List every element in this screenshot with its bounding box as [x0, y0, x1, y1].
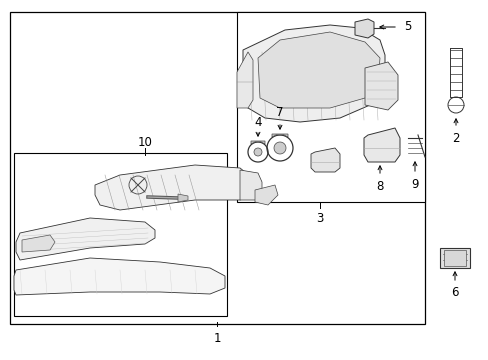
Circle shape: [253, 148, 262, 156]
Text: 8: 8: [376, 180, 383, 193]
Text: 1: 1: [213, 332, 220, 345]
Polygon shape: [310, 148, 339, 172]
Polygon shape: [14, 258, 224, 295]
Polygon shape: [354, 19, 373, 38]
Bar: [10, 12, 424, 324]
Polygon shape: [237, 52, 252, 108]
Text: 6: 6: [450, 285, 458, 298]
Text: 9: 9: [410, 177, 418, 190]
Polygon shape: [95, 165, 254, 210]
Text: 7: 7: [276, 107, 283, 120]
Polygon shape: [271, 134, 287, 137]
Polygon shape: [250, 141, 264, 144]
Text: 10: 10: [137, 135, 152, 148]
Polygon shape: [16, 218, 155, 260]
Polygon shape: [258, 32, 379, 108]
Circle shape: [273, 142, 285, 154]
Text: 4: 4: [254, 116, 261, 129]
Polygon shape: [439, 248, 469, 268]
Polygon shape: [178, 194, 187, 202]
Polygon shape: [243, 25, 384, 122]
Polygon shape: [363, 128, 399, 162]
Bar: [14, 153, 226, 316]
Polygon shape: [364, 62, 397, 110]
Bar: [237, 12, 424, 202]
Text: 3: 3: [316, 211, 323, 225]
Polygon shape: [22, 235, 55, 252]
Polygon shape: [240, 170, 262, 200]
Text: 5: 5: [404, 21, 411, 33]
Bar: [443, 250, 465, 266]
Polygon shape: [254, 185, 278, 205]
Text: 2: 2: [451, 131, 459, 144]
